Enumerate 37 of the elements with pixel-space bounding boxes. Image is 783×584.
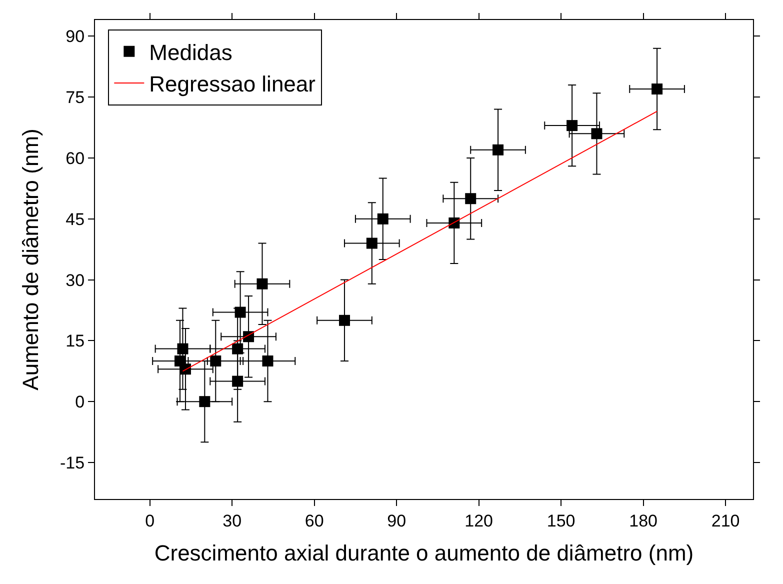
point [377,213,388,224]
point [652,84,663,95]
x-tick-label: 60 [304,511,324,530]
y-tick-label: 15 [66,332,85,351]
point [256,278,268,290]
point [180,364,191,375]
point [210,355,222,366]
point [234,306,246,318]
point [177,343,188,354]
point [262,355,274,366]
point [199,396,210,408]
point [366,238,378,249]
point [492,144,504,156]
x-tick-label: 30 [222,511,242,530]
point [338,314,350,326]
point [232,343,244,354]
point [465,193,476,204]
y-tick-label: -15 [60,453,85,472]
y-tick-label: 0 [75,392,85,412]
point [566,120,578,132]
point [591,128,602,140]
y-tick-label: 30 [66,270,85,290]
point [232,376,244,387]
y-tick-label: 45 [66,210,85,229]
x-axis-title: Crescimento axial durante o aumento de diâmetro (nm) [154,540,694,566]
x-tick-label: 180 [629,511,658,530]
x-tick-label: 120 [464,511,494,530]
legend-label: Medidas [149,40,232,65]
x-tick-label: 150 [546,511,576,530]
y-axis-title: Aumento de diâmetro (nm) [18,128,43,390]
x-tick-label: 210 [711,511,740,530]
x-tick-label: 0 [145,511,155,530]
y-tick-label: 60 [66,148,85,168]
y-tick-label: 90 [66,27,85,46]
y-tick-label: 75 [66,88,85,108]
x-tick-label: 90 [387,511,406,530]
legend-label: Regressao linear [149,72,316,97]
